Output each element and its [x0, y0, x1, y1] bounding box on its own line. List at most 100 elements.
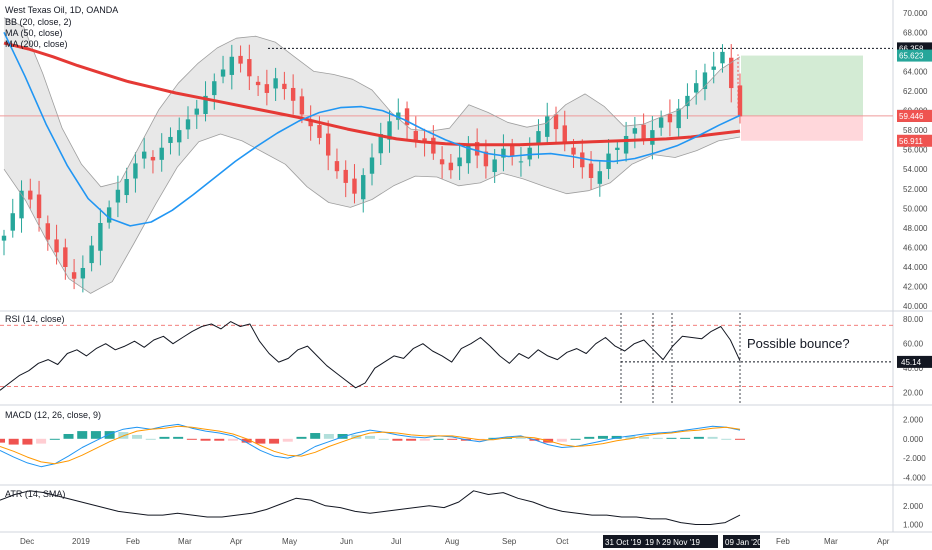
- candle-body: [632, 128, 638, 134]
- atr-tick-label: 1.000: [903, 521, 924, 530]
- candle-body: [317, 125, 322, 138]
- macd-hist-bar: [735, 438, 745, 440]
- macd-hist-bar: [584, 436, 595, 439]
- candle-body: [308, 120, 313, 127]
- candle-body: [273, 78, 278, 89]
- macd-hist-bar: [502, 437, 513, 439]
- candle-body: [115, 189, 121, 203]
- atr-title: ATR (14, SMA): [5, 489, 65, 499]
- candle-body: [150, 156, 156, 161]
- candle-body: [623, 135, 629, 154]
- macd-hist-bar: [639, 436, 650, 439]
- macd-hist-bar: [419, 438, 430, 441]
- candles: [1, 44, 743, 293]
- rsi-tick-label: 80.00: [903, 315, 924, 324]
- price-tick-label: 56.000: [903, 146, 928, 155]
- price-tick-label: 40.000: [903, 302, 928, 311]
- time-tick-label: Feb: [776, 537, 790, 546]
- candle-body: [580, 152, 585, 168]
- price-tick-label: 48.000: [903, 224, 928, 233]
- macd-panel[interactable]: 2.000 0.000 -2.000 -4.000 MACD (12, 26, clo…: [0, 410, 926, 482]
- candle-body: [361, 175, 366, 200]
- candle-body: [141, 151, 147, 159]
- price-tag-box: [897, 49, 932, 62]
- macd-hist-bar: [227, 438, 238, 441]
- rsi-line: [0, 321, 893, 391]
- price-tick-label: 52.000: [903, 185, 928, 194]
- time-highlight-box: [660, 535, 718, 548]
- candle-body: [133, 163, 138, 179]
- time-highlight-box: [723, 535, 760, 548]
- macd-hist-bar: [447, 438, 458, 440]
- signal-line: [0, 425, 741, 465]
- candle-body: [431, 137, 436, 154]
- price-tick-label: 54.000: [903, 165, 928, 174]
- candle-body: [168, 136, 173, 143]
- price-tag-box: [897, 134, 932, 147]
- macd-hist-bar: [269, 438, 280, 444]
- candle-body: [36, 194, 42, 219]
- price-lines: [3, 17, 893, 294]
- candle-body: [334, 161, 340, 172]
- candle-body: [28, 190, 33, 200]
- macd-tick-label: 0.000: [903, 435, 924, 444]
- candle-body: [238, 55, 243, 64]
- macd-hist-bar: [310, 433, 321, 439]
- macd-hist-bar: [22, 438, 33, 445]
- macd-hist-bar: [282, 438, 293, 442]
- candle-body: [693, 83, 699, 93]
- macd-hist-bar: [49, 438, 60, 440]
- candle-body: [641, 124, 646, 139]
- candle-body: [343, 169, 348, 183]
- atr-panel[interactable]: 2.000 1.000 ATR (14, SMA): [0, 489, 924, 530]
- candle-body: [720, 51, 725, 64]
- indicator-ma50: MA (50, close): [5, 28, 63, 38]
- atr-axis: 2.000 1.000: [903, 502, 924, 530]
- candle-body: [159, 147, 164, 160]
- price-tick-label: 44.000: [903, 263, 928, 272]
- candle-body: [63, 247, 68, 267]
- candle-body: [562, 125, 567, 142]
- candle-body: [10, 213, 15, 231]
- price-tick-label: 68.000: [903, 28, 928, 37]
- candle-body: [185, 119, 191, 130]
- macd-hist-bar: [365, 435, 375, 439]
- macd-hist-bar: [159, 436, 170, 439]
- candle-body: [457, 157, 462, 167]
- atr-tick-label: 2.000: [903, 502, 924, 511]
- macd-hist-bar: [652, 437, 663, 439]
- candle-body: [106, 207, 112, 223]
- time-axis[interactable]: Dec 2019 Feb Mar Apr May Jun Jul Aug Sep Oct Feb Mar…: [20, 535, 890, 548]
- candle-body: [518, 161, 524, 163]
- macd-hist-bar: [214, 438, 225, 441]
- candle-body: [282, 83, 287, 90]
- macd-axis: 2.000 0.000 -2.000 -4.000: [903, 416, 926, 483]
- bb-upper-line: [3, 17, 741, 188]
- macd-hist-bar: [0, 438, 5, 443]
- rsi-panel[interactable]: 80.00 60.00 40.00 20.00 45.14 RSI (14, close…: [0, 313, 932, 405]
- candle-body: [702, 72, 708, 90]
- time-tick-label: May: [282, 537, 297, 546]
- macd-hist-bar: [556, 438, 567, 442]
- candle-body: [299, 96, 305, 115]
- candle-body: [203, 95, 208, 115]
- macd-line: [0, 423, 741, 468]
- time-tick-label: Mar: [824, 537, 838, 546]
- candle-body: [1, 235, 7, 241]
- rsi-axis: 80.00 60.00 40.00 20.00 45.14: [897, 315, 932, 398]
- macd-hist-bar: [433, 438, 444, 440]
- macd-hist-bar: [145, 438, 156, 440]
- macd-hist-bar: [132, 434, 143, 439]
- candle-body: [729, 57, 734, 89]
- time-tick-label: Apr: [230, 537, 243, 546]
- macd-hist-bar: [255, 438, 266, 444]
- target-zone: [741, 55, 863, 116]
- time-highlight-box: [603, 535, 647, 548]
- candle-body: [124, 179, 129, 196]
- time-tick-label: Feb: [126, 537, 140, 546]
- price-panel[interactable]: 70.00068.00066.00064.00062.00060.00058.0…: [0, 5, 932, 311]
- time-tick-label: Oct: [556, 537, 569, 546]
- macd-hist-bar: [693, 436, 704, 439]
- rsi-tick-label: 40.00: [903, 364, 924, 373]
